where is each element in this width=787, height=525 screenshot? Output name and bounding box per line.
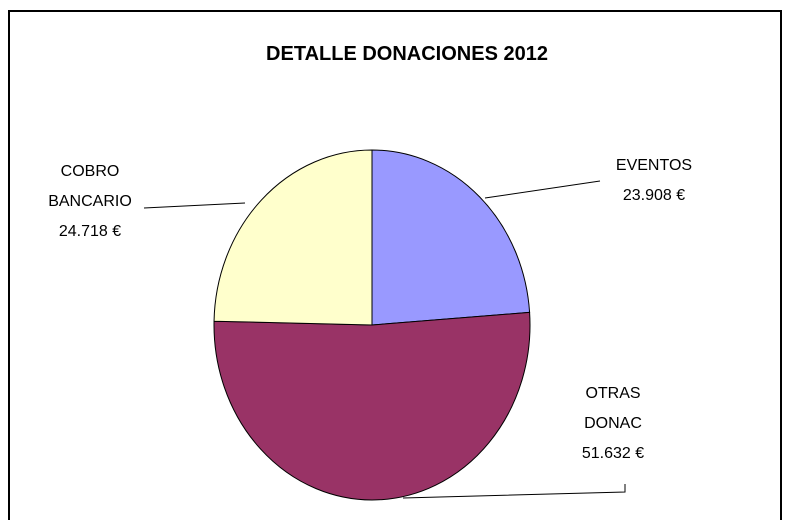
pie-slice-otras-donac bbox=[213, 311, 531, 501]
chart-title: DETALLE DONACIONES 2012 bbox=[266, 43, 548, 65]
leader-lines bbox=[143, 180, 626, 499]
slice-label-eventos: EVENTOS 23.908 € bbox=[616, 157, 692, 204]
slice-labels: EVENTOS 23.908 € OTRAS DONAC 51.632 € COBRO BA… bbox=[48, 157, 692, 462]
slice-label-cobro-bancario: COBRO BANCARIO 24.718 € bbox=[48, 163, 132, 240]
pie-slice-cobro-bancario bbox=[213, 149, 373, 326]
leader-line-eventos bbox=[484, 180, 601, 199]
pie-slices bbox=[213, 149, 531, 501]
leader-line-otras-donac bbox=[402, 484, 626, 499]
leader-line-cobro-bancario bbox=[143, 202, 246, 209]
slice-label-otras-donac: OTRAS DONAC 51.632 € bbox=[582, 385, 644, 462]
pie-slice-eventos bbox=[371, 149, 531, 326]
